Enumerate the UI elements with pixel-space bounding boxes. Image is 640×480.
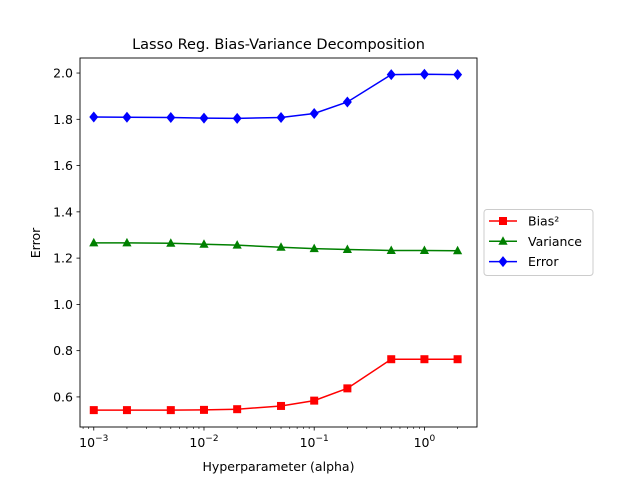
data-point xyxy=(276,111,286,123)
series-layer xyxy=(89,68,463,415)
plot-area xyxy=(79,57,478,428)
y-tick-label: 0.8 xyxy=(53,343,73,358)
data-point xyxy=(342,244,352,254)
y-tick-label: 1.6 xyxy=(53,158,73,173)
data-point xyxy=(122,237,132,247)
series-error xyxy=(89,68,463,124)
data-point xyxy=(309,108,319,120)
legend-label: Bias² xyxy=(528,214,559,229)
data-point xyxy=(233,405,242,414)
x-tick-label: 10−1 xyxy=(300,434,329,450)
data-point xyxy=(89,111,99,123)
data-point xyxy=(386,245,396,254)
data-point xyxy=(276,242,286,251)
legend-item: Error xyxy=(489,254,559,269)
data-point xyxy=(386,69,396,81)
data-point xyxy=(199,112,209,124)
x-axis-label: Hyperparameter (alpha) xyxy=(203,459,355,474)
y-axis-label: Error xyxy=(28,227,43,258)
legend: Bias² Variance Error xyxy=(483,209,594,276)
y-tick-label: 2.0 xyxy=(53,66,73,81)
y-tick-label: 1.4 xyxy=(53,204,73,219)
y-tick-label: 1.0 xyxy=(53,297,73,312)
chart-title: Lasso Reg. Bias-Variance Decomposition xyxy=(132,37,425,53)
data-point xyxy=(277,401,286,410)
data-point xyxy=(387,355,396,364)
series-bias xyxy=(89,355,462,415)
legend-item: Variance xyxy=(489,234,582,249)
data-point xyxy=(89,237,99,247)
x-tick-label: 10−2 xyxy=(189,434,218,450)
data-point xyxy=(89,406,98,415)
data-point xyxy=(453,69,463,81)
legend-label: Error xyxy=(528,254,559,269)
data-point xyxy=(310,396,319,405)
x-tick-label: 10−3 xyxy=(79,434,108,450)
y-tick-label: 1.8 xyxy=(53,112,73,127)
y-axis: 0.6 0.8 1.0 1.2 1.4 1.6 1.8 2.0 xyxy=(53,66,80,404)
data-point xyxy=(166,111,176,123)
data-point xyxy=(419,68,429,80)
legend-marker xyxy=(499,217,507,225)
plot-frame xyxy=(79,57,478,428)
data-point xyxy=(453,355,462,364)
data-point xyxy=(199,239,209,248)
x-axis: 10−3 10−2 10−1 100 xyxy=(79,427,458,450)
legend-label: Variance xyxy=(528,234,582,249)
data-point xyxy=(309,243,319,253)
legend-marker xyxy=(498,236,508,245)
data-point xyxy=(419,245,430,254)
legend-frame xyxy=(483,209,594,276)
data-point xyxy=(343,384,352,393)
data-point xyxy=(232,112,242,124)
data-point xyxy=(232,240,242,249)
y-tick-label: 1.2 xyxy=(53,251,73,266)
y-tick-label: 0.6 xyxy=(53,389,73,404)
data-point xyxy=(122,406,131,415)
data-point xyxy=(199,405,208,414)
data-point xyxy=(122,111,132,123)
x-tick-label: 100 xyxy=(414,434,436,450)
data-point xyxy=(342,96,352,108)
legend-item: Bias² xyxy=(489,214,559,229)
data-point xyxy=(452,245,463,255)
data-point xyxy=(420,355,429,364)
series-variance xyxy=(89,237,463,255)
data-point xyxy=(166,406,175,415)
legend-marker xyxy=(498,256,508,268)
data-point xyxy=(166,238,176,247)
